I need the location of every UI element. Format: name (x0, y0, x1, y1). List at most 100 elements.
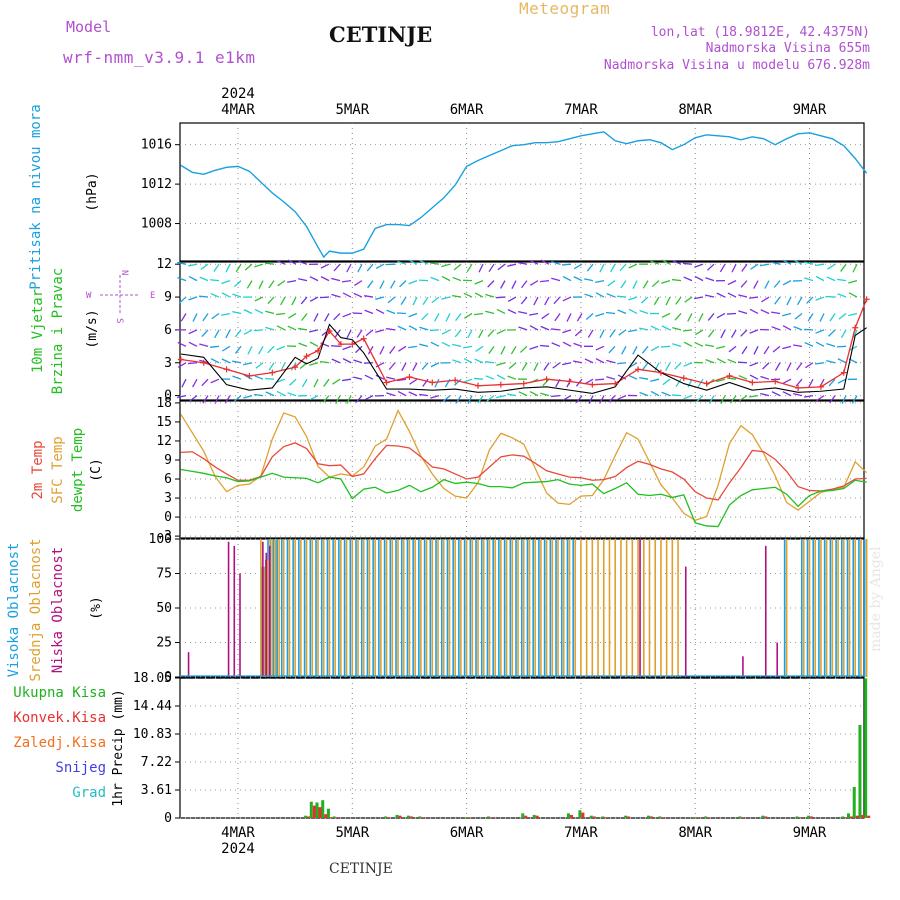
wind-arrow (455, 313, 462, 322)
temp-tick-label: 3 (164, 491, 172, 506)
wind-arrow (573, 263, 583, 270)
temp-ylabel-2: SFC Temp (50, 436, 66, 503)
wind-arrow (829, 313, 836, 322)
wind-arrow (441, 296, 451, 300)
wind-arrow (521, 362, 528, 371)
wind-arrow (500, 346, 506, 355)
wind-arrow (323, 378, 330, 387)
wind-arrow (641, 362, 649, 371)
wind-arrow (473, 377, 484, 380)
cloud-unit-label: (%) (89, 596, 104, 619)
wind-arrow (683, 341, 693, 347)
bottom-day-label: 6MAR (450, 825, 484, 841)
wind-arrow (477, 395, 484, 404)
wind-arrow (683, 395, 693, 400)
temp-tick-label: 12 (156, 434, 172, 449)
wind-arrow (221, 292, 231, 298)
wind-arrow (773, 280, 781, 288)
wind-arrow (662, 378, 671, 386)
precip-bar (807, 815, 810, 818)
wind-arrow (607, 280, 616, 287)
wind-arrow (397, 390, 407, 397)
wind-arrow (628, 308, 638, 315)
wind-arrow (628, 329, 638, 333)
temp-tick-label: 6 (164, 472, 172, 487)
wind-arrow (544, 296, 550, 306)
wind-arrow (748, 296, 759, 299)
wind-arrow (452, 276, 462, 282)
wind-arrow (200, 263, 209, 271)
wind-arrow (654, 362, 660, 372)
wind-arrow (309, 296, 319, 302)
wind-arrow (247, 346, 253, 355)
precip-bar (658, 816, 662, 818)
wind-arrow (408, 259, 418, 265)
wind-arrow (708, 329, 715, 338)
wind-arrow (661, 391, 671, 397)
wind-arrow (386, 392, 396, 397)
cloud-tick-label: 100 (149, 532, 172, 547)
wind-arrow (500, 280, 506, 289)
wind-arrow (720, 395, 726, 404)
wind-arrow (422, 296, 429, 305)
wind-arrow (429, 329, 440, 332)
wind-arrow (375, 374, 385, 380)
wind-arrow (595, 292, 605, 298)
top-day-label: 9MAR (793, 102, 827, 118)
precip-bar (741, 817, 745, 818)
wind-speed-marker (406, 374, 413, 380)
precip-bar (841, 816, 845, 818)
wind-arrow (268, 280, 275, 289)
precip-bar (335, 817, 339, 818)
wind-arrow (661, 325, 671, 331)
wind-arrow (209, 345, 220, 348)
precip-bar (486, 816, 490, 818)
wind-arrow (398, 345, 407, 352)
precip-tick-label: 18.05 (133, 671, 172, 686)
wind-arrow (716, 357, 726, 364)
wind-arrow (584, 293, 594, 298)
wind-arrow (771, 391, 781, 397)
wind-arrow (254, 296, 264, 302)
wind-speed-marker (292, 364, 299, 371)
top-year-label: 2024 (221, 86, 255, 102)
precip-bar (304, 815, 308, 818)
temp-ylabel-1: 2m Temp (30, 440, 46, 499)
wind-arrow (520, 280, 528, 289)
cloud-ylabel-3: Niska Oblacnost (50, 547, 66, 673)
wind-arrow (519, 345, 528, 353)
wind-arrow (837, 358, 847, 364)
precip-bar (326, 808, 330, 818)
wind-arrow (808, 378, 814, 388)
precip-bar (867, 815, 871, 818)
wind-arrow (478, 329, 484, 339)
wind-arrow (749, 394, 759, 398)
precip-bar (695, 817, 699, 818)
top-day-label: 6MAR (450, 102, 484, 118)
cloud-tick-label: 25 (156, 636, 172, 651)
wind-arrow (199, 343, 209, 347)
precip-bar (321, 800, 325, 818)
wind-arrow (837, 293, 847, 298)
wind-arrow (529, 345, 539, 350)
dewpt-line (180, 468, 867, 528)
wind-arrow (388, 362, 396, 371)
bottom-day-label: 8MAR (678, 825, 712, 841)
wind-arrow (289, 378, 297, 386)
wind-arrow (804, 261, 814, 265)
wind-arrow (675, 378, 682, 388)
wind-arrow (441, 275, 451, 282)
wind-arrow (628, 374, 638, 380)
wind-arrow (716, 312, 726, 319)
precip-bar (307, 816, 311, 818)
wind-arrow (620, 280, 627, 289)
wind-arrow (258, 346, 264, 355)
wind-arrow (178, 296, 187, 304)
wind-arrow (188, 296, 198, 301)
wind-speed-marker (840, 369, 847, 376)
wind-arrow (606, 376, 616, 380)
wind-arrow (793, 259, 803, 265)
wind-arrow (243, 309, 253, 315)
wind-arrow (628, 362, 638, 368)
wind-arrow (641, 345, 649, 354)
